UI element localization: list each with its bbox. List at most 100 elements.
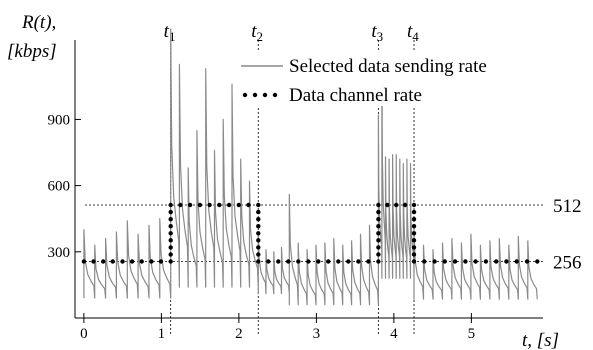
channel-rate-dot <box>411 238 417 243</box>
channel-rate-dot <box>514 259 519 264</box>
channel-rate-dot <box>411 217 417 222</box>
channel-rate-dot <box>411 259 417 264</box>
x-tick-label: 0 <box>80 326 88 342</box>
channel-rate-dot <box>266 259 271 264</box>
channel-rate-dot <box>256 259 261 264</box>
channel-rate-dot <box>494 259 499 264</box>
channel-rate-dot <box>168 252 173 257</box>
legend-label-channel-rate: Data channel rate <box>289 85 422 106</box>
x-tick-label: 5 <box>468 326 476 342</box>
channel-rate-dot <box>442 259 447 264</box>
channel-rate-dot <box>91 259 96 264</box>
channel-rate-dot <box>168 238 173 243</box>
channel-rate-dot <box>168 231 173 236</box>
channel-rate-dot <box>483 259 489 264</box>
channel-rate-dot <box>316 259 321 264</box>
channel-rate-dot <box>276 259 281 264</box>
channel-rate-dot <box>394 202 399 208</box>
channel-rate-dot <box>226 202 232 208</box>
channel-rate-dot <box>256 209 261 215</box>
channel-rate-dot <box>376 238 381 243</box>
channel-rate-dot <box>168 259 173 264</box>
channel-rate-dot <box>535 259 540 264</box>
channel-rate-dot <box>432 259 437 264</box>
channel-rate-dot <box>473 259 478 264</box>
x-tick-label: 3 <box>313 326 321 342</box>
y-tick-label: 600 <box>48 179 71 195</box>
channel-rate-dot <box>286 259 291 264</box>
y-tick-label: 300 <box>48 245 71 261</box>
channel-rate-dot <box>149 259 154 264</box>
channel-rate-dot <box>452 259 458 264</box>
channel-rate-dot <box>256 245 261 250</box>
channel-rate-dot <box>120 259 125 264</box>
x-tick-label: 4 <box>390 326 398 342</box>
channel-rate-dot <box>411 245 417 250</box>
legend-box <box>237 50 539 106</box>
channel-rate-dot <box>411 252 417 257</box>
marker-label-t2: t2 <box>251 21 263 44</box>
channel-rate-dot <box>326 259 331 264</box>
channel-rate-dot <box>463 259 468 264</box>
series-selected-sending-rate <box>83 28 538 306</box>
channel-rate-dot <box>366 259 371 264</box>
channel-rate-dot <box>524 259 530 264</box>
series-data-channel-rate <box>81 202 540 264</box>
channel-rate-dot <box>376 252 381 257</box>
reference-label-256: 256 <box>553 253 582 274</box>
channel-rate-dot <box>411 224 417 229</box>
channel-rate-dot <box>411 202 417 208</box>
channel-rate-dot <box>217 202 222 208</box>
marker-label-t1: t1 <box>164 21 176 44</box>
reference-label-512: 512 <box>553 196 582 217</box>
channel-rate-dot <box>376 202 381 208</box>
x-axis-label: t, [s] <box>522 330 559 350</box>
marker-label-t4: t4 <box>407 21 419 44</box>
channel-rate-dot <box>129 259 135 264</box>
legend: Selected data sending rate Data channel … <box>237 50 539 106</box>
y-ticks: 300 600 900 <box>48 112 81 261</box>
channel-rate-dot <box>158 259 164 264</box>
channel-rate-dot <box>402 202 408 208</box>
y-tick-label: 900 <box>48 112 71 128</box>
channel-rate-dot <box>178 202 183 208</box>
channel-rate-dot <box>168 217 173 222</box>
channel-rate-dot <box>256 231 261 236</box>
legend-label-sending-rate: Selected data sending rate <box>289 56 487 77</box>
channel-rate-dot <box>376 245 381 250</box>
legend-swatch-channel-rate <box>242 92 278 98</box>
channel-rate-dot <box>168 224 173 229</box>
channel-rate-dot <box>256 217 261 222</box>
channel-rate-dot <box>256 252 261 257</box>
x-tick-label: 1 <box>158 326 166 342</box>
channel-rate-dot <box>207 202 212 208</box>
channel-rate-dot <box>296 259 301 264</box>
channel-rate-dot <box>168 245 173 250</box>
channel-rate-dot <box>422 259 427 264</box>
channel-rate-dot <box>187 202 193 208</box>
channel-rate-dot <box>376 217 381 222</box>
channel-rate-dot <box>376 224 381 229</box>
channel-rate-dot <box>256 224 261 229</box>
channel-rate-dot <box>306 259 311 264</box>
channel-rate-dot <box>168 209 173 215</box>
channel-rate-dot <box>376 259 381 264</box>
x-ticks: 0 1 2 3 4 5 <box>80 313 475 342</box>
y-axis-label-line1: R(t), <box>21 12 56 33</box>
marker-label-t3: t3 <box>371 21 383 44</box>
channel-rate-dot <box>504 259 509 264</box>
channel-rate-dot <box>336 259 341 264</box>
channel-rate-dot <box>411 231 417 236</box>
channel-rate-dot <box>81 259 87 264</box>
channel-rate-dot <box>346 259 351 264</box>
channel-rate-dot <box>139 259 144 264</box>
channel-rate-dot <box>101 259 106 264</box>
channel-rate-dot <box>356 259 361 264</box>
channel-rate-dot <box>411 209 417 215</box>
x-tick-label: 2 <box>235 326 243 342</box>
y-axis-label-line2: [kbps] <box>7 41 57 62</box>
channel-rate-dot <box>197 202 203 208</box>
channel-rate-dot <box>256 238 261 243</box>
channel-rate-dot <box>256 202 261 208</box>
